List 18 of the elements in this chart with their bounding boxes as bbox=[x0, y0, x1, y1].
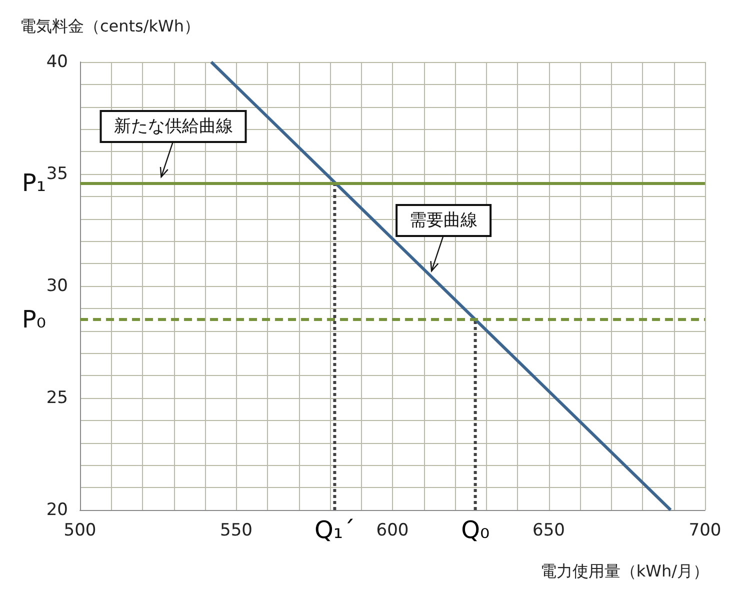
x-tick-label: 550 bbox=[220, 520, 252, 540]
ref-line-label: P₁ bbox=[22, 168, 46, 197]
annotation: 新たな供給曲線 bbox=[114, 116, 233, 136]
annotation: Q₀ bbox=[461, 516, 490, 544]
y-axis-title: 電気料金（cents/kWh） bbox=[20, 16, 200, 36]
y-tick-label: 35 bbox=[46, 164, 68, 184]
annotation: Q₁´ bbox=[314, 516, 355, 544]
y-tick-label: 25 bbox=[46, 388, 68, 408]
annotation: 需要曲線 bbox=[410, 210, 478, 231]
y-tick-label: 30 bbox=[46, 276, 68, 296]
x-tick-label: 700 bbox=[688, 520, 722, 540]
x-tick-label: 650 bbox=[532, 520, 565, 540]
y-tick-label: 40 bbox=[46, 52, 68, 72]
x-tick-label: 500 bbox=[64, 520, 96, 540]
x-axis-title: 電力使用量（kWh/月） bbox=[540, 562, 710, 580]
ref-line-label: P₀ bbox=[22, 306, 46, 334]
x-tick-label: 600 bbox=[376, 520, 409, 540]
y-tick-label: 20 bbox=[46, 500, 68, 520]
